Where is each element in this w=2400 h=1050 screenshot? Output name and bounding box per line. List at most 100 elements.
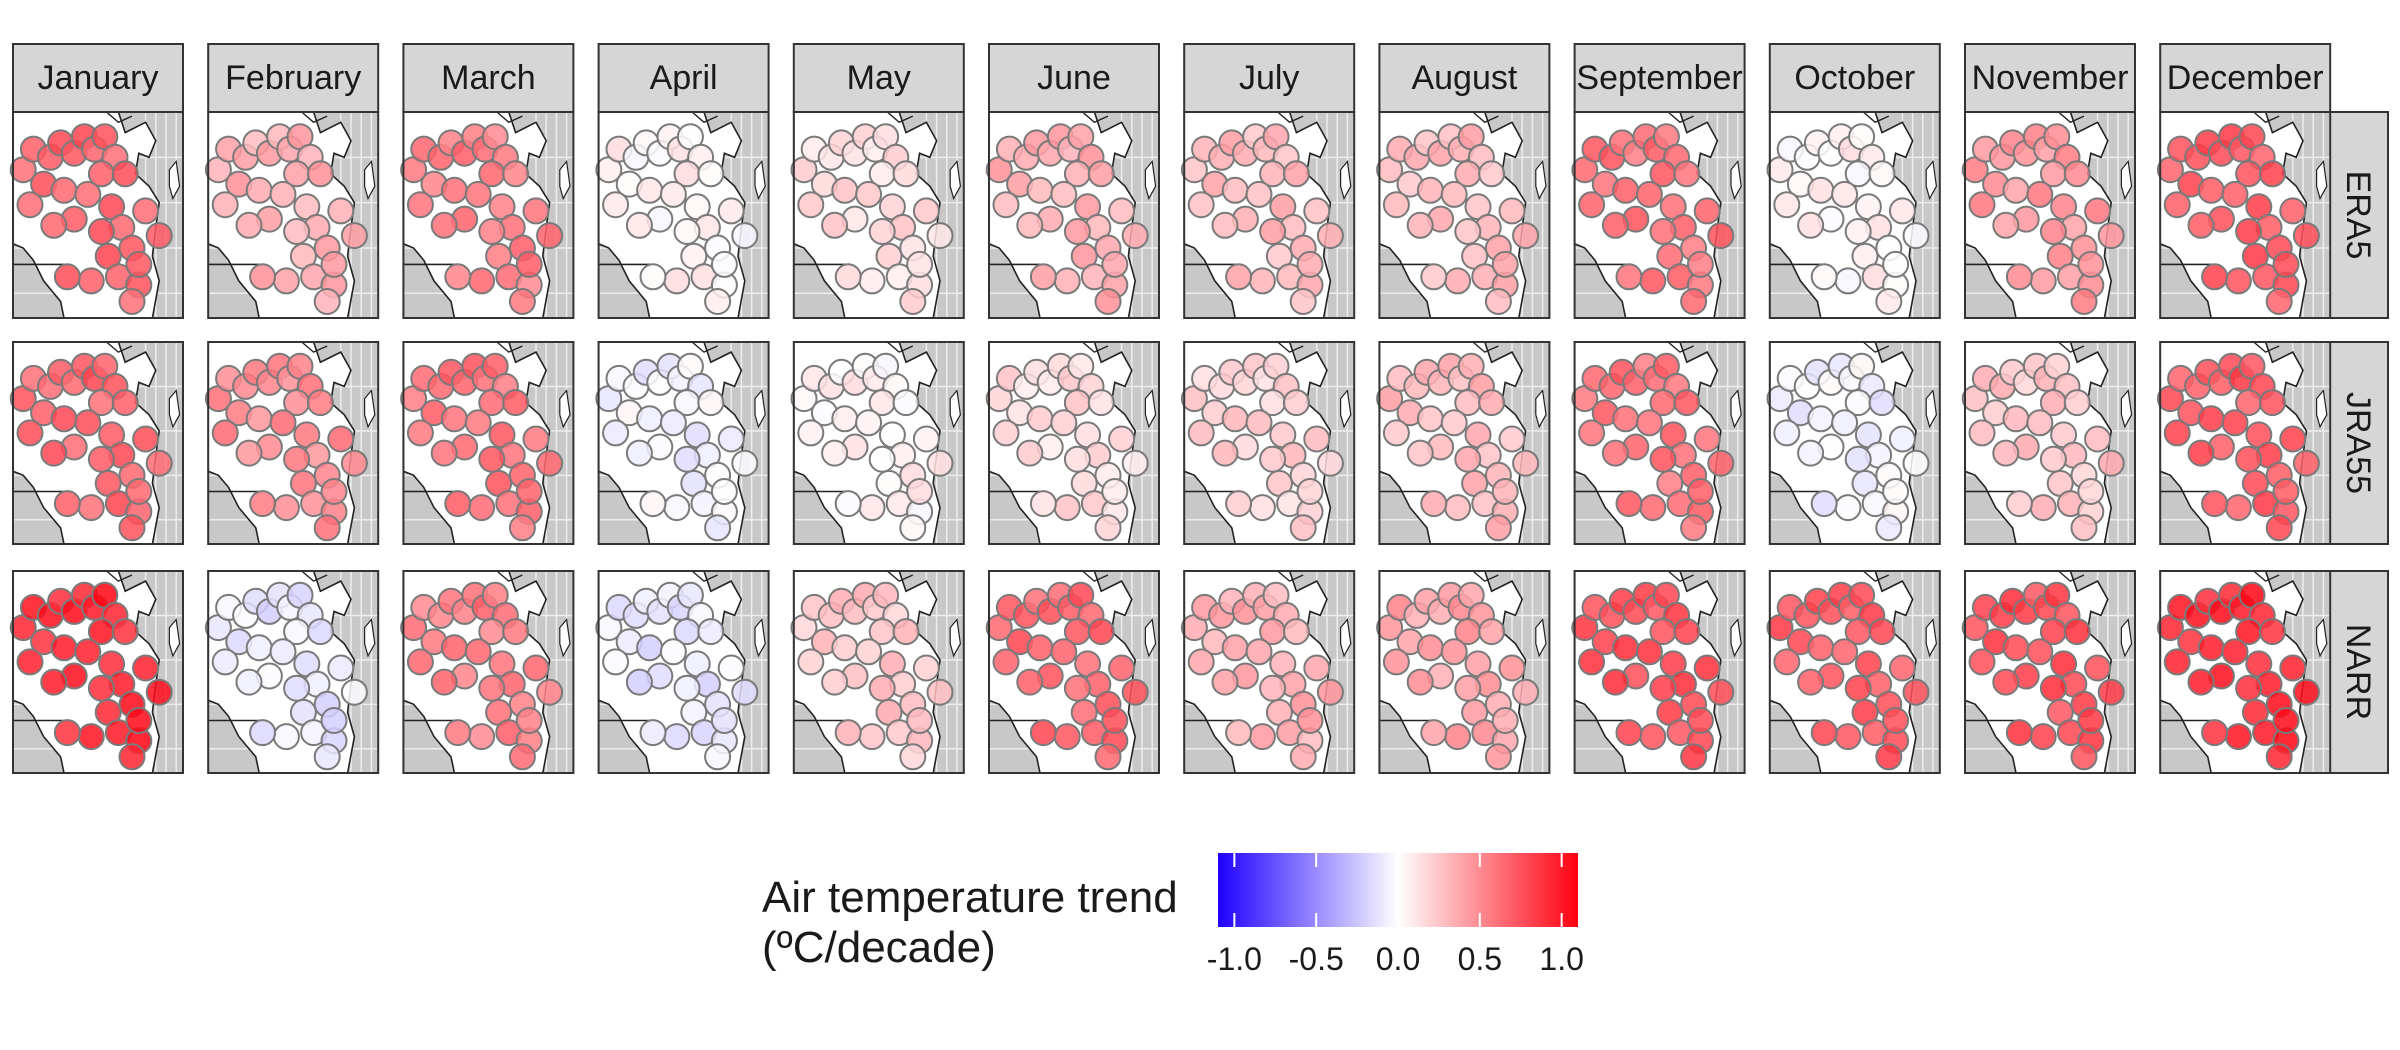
site-point xyxy=(2224,494,2252,522)
site-point xyxy=(40,668,68,696)
site-point xyxy=(2039,674,2067,702)
site-point xyxy=(1491,250,1519,278)
peninsula xyxy=(2316,159,2328,201)
month-strip-september: September xyxy=(1573,43,1746,113)
site-point xyxy=(283,674,311,702)
peninsula xyxy=(364,159,376,201)
site-point xyxy=(868,218,896,245)
site-point xyxy=(2084,197,2112,225)
panel-era5-march xyxy=(400,111,575,319)
site-point xyxy=(16,419,44,447)
panel-era5-february xyxy=(204,111,380,319)
panel-era5-april xyxy=(595,111,770,319)
site-point xyxy=(636,634,664,662)
site-point xyxy=(1063,218,1091,245)
panel-border xyxy=(1183,341,1356,545)
site-point xyxy=(1649,218,1677,245)
site-point xyxy=(1259,445,1287,473)
site-point xyxy=(1444,723,1472,751)
site-point xyxy=(717,197,745,225)
site-point xyxy=(2070,743,2098,771)
site-point xyxy=(1498,654,1526,682)
site-point xyxy=(522,425,550,453)
site-point xyxy=(50,634,78,662)
site-point xyxy=(313,288,341,315)
site-point xyxy=(269,180,297,208)
coastline xyxy=(1472,111,1499,124)
site-point xyxy=(2279,654,2307,682)
site-point xyxy=(1094,514,1122,542)
site-point xyxy=(2279,425,2307,453)
site-point xyxy=(125,478,153,505)
site-point xyxy=(245,176,273,204)
month-label: November xyxy=(1972,59,2129,97)
site-point xyxy=(2265,288,2293,315)
site-point xyxy=(1478,160,1506,188)
site-point xyxy=(717,654,745,682)
site-point xyxy=(327,654,355,682)
peninsula xyxy=(559,389,571,429)
site-point xyxy=(2002,405,2030,433)
site-point xyxy=(1612,405,1640,433)
site-point xyxy=(1296,478,1324,505)
site-point xyxy=(831,176,859,204)
site-point xyxy=(132,425,160,453)
site-point xyxy=(899,514,927,542)
site-point xyxy=(2070,288,2098,315)
peninsula xyxy=(1144,389,1157,429)
coastline xyxy=(691,341,718,353)
site-point xyxy=(1844,674,1872,702)
panel-border xyxy=(792,570,965,774)
site-point xyxy=(1382,191,1410,219)
site-point xyxy=(249,490,277,518)
site-point xyxy=(1882,478,1910,505)
site-point xyxy=(2187,211,2215,239)
site-point xyxy=(1087,618,1115,646)
site-point xyxy=(1029,263,1057,291)
site-point xyxy=(1773,191,1801,219)
peninsula xyxy=(1730,389,1742,429)
site-point xyxy=(2163,419,2191,447)
coastline xyxy=(886,341,914,353)
site-point xyxy=(1026,176,1054,204)
peninsula xyxy=(1339,389,1352,429)
site-point xyxy=(1844,218,1872,245)
dataset-strip-narr: NARR xyxy=(2327,570,2389,774)
panel-narr-december xyxy=(2156,570,2332,774)
site-point xyxy=(2070,514,2098,542)
legend-title-line1: Air temperature trend xyxy=(762,873,1178,922)
month-strip-bg xyxy=(207,43,380,113)
site-point xyxy=(1635,409,1663,437)
panel-era5-october xyxy=(1766,111,1941,319)
coastline xyxy=(1667,341,1694,353)
site-point xyxy=(2077,250,2105,278)
site-point xyxy=(320,250,348,278)
site-point xyxy=(2221,638,2249,666)
site-point xyxy=(1248,723,1276,751)
site-point xyxy=(797,419,825,447)
panel-border xyxy=(207,570,380,774)
peninsula xyxy=(949,389,962,429)
site-point xyxy=(2201,263,2229,291)
panel-border xyxy=(402,341,575,545)
coastline xyxy=(886,570,914,582)
site-point xyxy=(1050,180,1078,208)
site-point xyxy=(625,668,653,696)
site-point xyxy=(125,250,153,278)
site-point xyxy=(1282,160,1310,188)
site-point xyxy=(1121,678,1149,706)
panel-narr-february xyxy=(204,570,380,774)
coastline xyxy=(1667,570,1694,582)
site-point xyxy=(1303,654,1331,682)
site-point xyxy=(1512,222,1540,250)
site-point xyxy=(1026,405,1054,433)
panel-border xyxy=(988,570,1160,774)
site-point xyxy=(2029,494,2057,522)
panel-border xyxy=(597,111,770,319)
site-point xyxy=(313,514,341,542)
dataset-label: NARR xyxy=(2339,624,2377,720)
site-point xyxy=(1225,719,1253,747)
site-point xyxy=(2235,674,2263,702)
site-point xyxy=(1807,634,1835,662)
site-point xyxy=(926,222,954,250)
